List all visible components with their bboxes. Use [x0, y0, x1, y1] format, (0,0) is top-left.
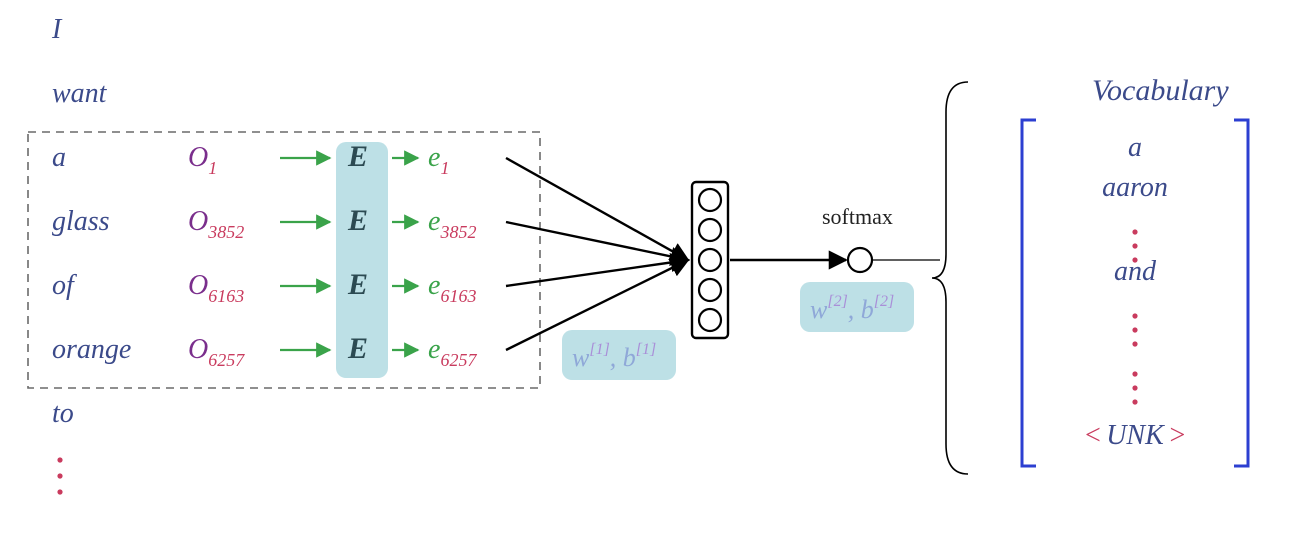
ellipsis-dot — [57, 489, 62, 494]
softmax-output-node — [848, 248, 872, 272]
input-word: of — [52, 270, 77, 301]
arrow-embedding-to-hidden — [506, 222, 688, 260]
input-word: to — [52, 398, 74, 429]
vocab-brace — [932, 82, 968, 474]
embedding-vector: e1 — [428, 142, 449, 178]
onehot-vector: O1 — [188, 142, 217, 178]
embedding-matrix-E: E — [347, 332, 368, 365]
embedding-matrix-E: E — [347, 204, 368, 237]
hidden-unit — [699, 219, 721, 241]
arrow-embedding-to-hidden — [506, 158, 688, 260]
hidden-unit — [699, 309, 721, 331]
onehot-vector: O3852 — [188, 206, 244, 242]
embedding-vector: e6257 — [428, 334, 477, 370]
softmax-label: softmax — [822, 204, 893, 229]
input-word: glass — [52, 206, 110, 237]
onehot-vector: O6257 — [188, 334, 245, 370]
vocab-item: and — [1114, 256, 1157, 287]
ellipsis-dot — [1132, 229, 1137, 234]
input-word: orange — [52, 334, 131, 365]
embedding-matrix-E: E — [347, 140, 368, 173]
hidden-unit — [699, 279, 721, 301]
ellipsis-dot — [1132, 385, 1137, 390]
input-word: a — [52, 142, 66, 173]
ellipsis-dot — [1132, 327, 1137, 332]
vocab-item: a — [1128, 132, 1142, 163]
embedding-vector: e6163 — [428, 270, 476, 306]
ellipsis-dot — [57, 457, 62, 462]
input-word: I — [51, 14, 63, 45]
ellipsis-dot — [1132, 371, 1137, 376]
ellipsis-dot — [1132, 243, 1137, 248]
ellipsis-dot — [1132, 399, 1137, 404]
embedding-matrix-E: E — [347, 268, 368, 301]
ellipsis-dot — [1132, 341, 1137, 346]
ellipsis-dot — [57, 473, 62, 478]
embedding-vector: e3852 — [428, 206, 476, 242]
input-word: want — [52, 78, 108, 109]
onehot-vector: O6163 — [188, 270, 244, 306]
ellipsis-dot — [1132, 313, 1137, 318]
vocab-unk: <UNK> — [1083, 420, 1186, 451]
vocab-bracket-right — [1234, 120, 1248, 466]
vocab-item: aaron — [1102, 172, 1168, 203]
vocab-bracket-left — [1022, 120, 1036, 466]
vocab-title: Vocabulary — [1092, 74, 1229, 107]
hidden-unit — [699, 189, 721, 211]
hidden-unit — [699, 249, 721, 271]
